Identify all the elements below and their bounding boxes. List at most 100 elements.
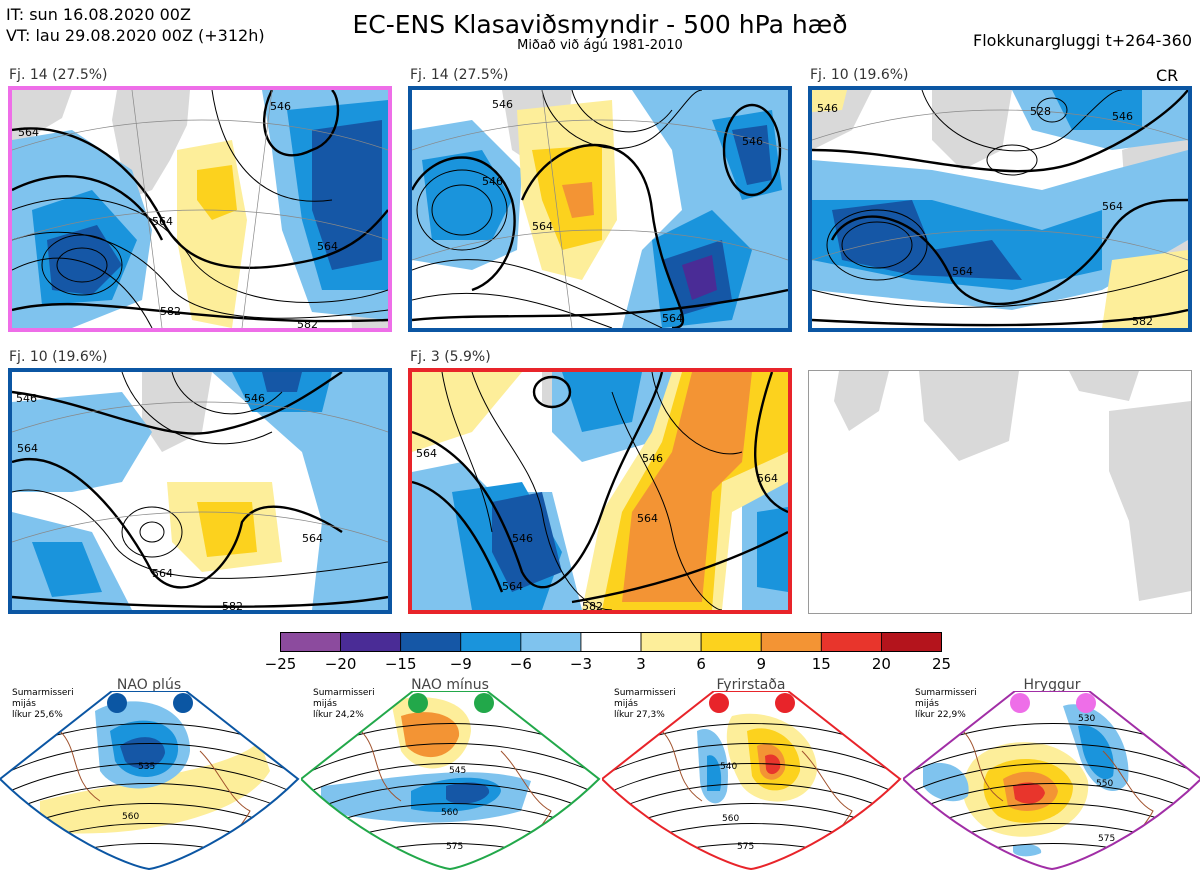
regime-meta-line: Sumarmisseri — [614, 688, 676, 698]
panel-3-tag: CR — [1156, 66, 1179, 85]
regime-frame — [903, 691, 1200, 871]
height-contour — [602, 763, 900, 802]
contour-label: 582 — [222, 600, 243, 610]
regime-meta-line: Sumarmisseri — [12, 688, 74, 698]
regime-meta-line: líkur 22,9% — [915, 710, 966, 720]
colorbar-tick-label: 9 — [756, 655, 766, 673]
contour-label: 564 — [152, 567, 173, 580]
contour-label: 564 — [1102, 200, 1123, 213]
contour-label: 564 — [152, 215, 173, 228]
valid-time: VT: lau 29.08.2020 00Z (+312h) — [6, 26, 265, 45]
regime-marker-dot — [775, 693, 795, 713]
regime-meta: Sumarmisseri mijás líkur 25,6% — [12, 688, 74, 721]
height-contour — [301, 743, 599, 782]
colorbar-tick-label: −20 — [324, 655, 357, 673]
colorbar-tick-label: −9 — [449, 655, 472, 673]
contour-label: 560 — [722, 814, 739, 824]
contour-label: 560 — [122, 812, 139, 822]
contour-label: 582 — [582, 600, 603, 610]
empty-map — [808, 370, 1192, 614]
contour-label: 550 — [1096, 779, 1113, 789]
regime-title: Fyrirstaða — [716, 677, 786, 693]
anomaly-area — [40, 741, 270, 834]
page-title: EC-ENS Klasaviðsmyndir - 500 hPa hæð — [352, 10, 848, 39]
contour-label: 546 — [642, 452, 663, 465]
pos-anomaly — [197, 165, 237, 220]
regime-meta-line: líkur 27,3% — [614, 710, 665, 720]
regime-frame — [0, 691, 300, 871]
anomaly-area — [1013, 843, 1042, 857]
panel-4-label: Fj. 10 (19.6%) — [9, 349, 108, 365]
classification-window: Flokkunargluggi t+264-360 — [973, 31, 1192, 50]
colorbar-cell — [881, 632, 942, 652]
contour-label: 528 — [1030, 105, 1051, 118]
contour-label: 582 — [160, 305, 181, 318]
page-subtitle: Miðað við ágú 1981-2010 — [517, 38, 683, 53]
height-contour — [602, 803, 900, 842]
contour-label: 564 — [18, 126, 39, 139]
contour-label: 564 — [952, 265, 973, 278]
contour-label: 560 — [441, 808, 458, 818]
regime-marker-dot — [408, 693, 428, 713]
anomaly-area — [923, 762, 969, 802]
height-contour — [301, 763, 599, 802]
cluster-map-4: 546 564 546 564 564 582 — [8, 368, 392, 614]
regime-meta-line: mijás — [12, 699, 36, 709]
colorbar-cell — [460, 632, 522, 652]
colorbar-cell — [520, 632, 582, 652]
colorbar-cell — [280, 632, 341, 652]
contour-label: 582 — [297, 318, 318, 328]
regime-marker-dot — [1010, 693, 1030, 713]
regime-map: 545 560 575 — [301, 691, 601, 871]
regime-frame — [301, 691, 601, 871]
regime-marker-dot — [173, 693, 193, 713]
regime-meta: Sumarmisseri mijás líkur 27,3% — [614, 688, 676, 721]
colorbar-tick-label: 15 — [811, 655, 831, 673]
contour-label: 564 — [502, 580, 523, 593]
height-contour — [0, 843, 298, 869]
anomaly-area — [120, 737, 165, 769]
panel-5-label: Fj. 3 (5.9%) — [410, 349, 491, 365]
contour-label: 535 — [138, 762, 155, 772]
panel-2-label: Fj. 14 (27.5%) — [410, 67, 509, 83]
height-contour — [903, 843, 1200, 869]
regime-title: NAO plús — [116, 677, 182, 693]
contour-label: 546 — [492, 98, 513, 111]
contour-label: 564 — [662, 312, 683, 325]
contour-label: 564 — [757, 472, 778, 485]
regime-frame — [602, 691, 902, 871]
anomaly-area — [1078, 725, 1114, 780]
contour-label: 546 — [742, 135, 763, 148]
contour-label: 546 — [270, 100, 291, 113]
contour-label: 564 — [17, 442, 38, 455]
land — [12, 90, 72, 150]
regime-marker-dot — [1076, 693, 1096, 713]
regime-meta-line: líkur 25,6% — [12, 710, 63, 720]
panel-1-label: Fj. 14 (27.5%) — [9, 67, 108, 83]
colorbar-cell — [400, 632, 462, 652]
regime-meta-line: mijás — [915, 699, 939, 709]
contour-label: 575 — [446, 842, 463, 852]
colorbar-tick-label: −25 — [264, 655, 297, 673]
contour-label: 582 — [1132, 315, 1153, 328]
height-contour — [903, 743, 1200, 782]
regime-meta-line: líkur 24,2% — [313, 710, 364, 720]
contour-label: 564 — [302, 532, 323, 545]
cluster-map-1: 564 564 564 546 582 582 — [8, 86, 392, 332]
height-contour — [0, 743, 298, 782]
colorbar-cell — [760, 632, 822, 652]
contour-label: 575 — [737, 842, 754, 852]
height-contour — [0, 763, 298, 802]
contour-label: 546 — [817, 102, 838, 115]
regime-marker-dot — [474, 693, 494, 713]
regime-meta: Sumarmisseri mijás líkur 24,2% — [313, 688, 375, 721]
issue-time: IT: sun 16.08.2020 00Z — [6, 5, 191, 24]
regime-meta-line: mijás — [614, 699, 638, 709]
cluster-map-3: 546 528 546 564 564 582 — [808, 86, 1192, 332]
colorbar-cell — [820, 632, 882, 652]
colorbar-tick-label: −6 — [509, 655, 532, 673]
contour-label: 564 — [637, 512, 658, 525]
anomaly-colorbar — [280, 632, 942, 652]
contour-label: 564 — [532, 220, 553, 233]
height-contour — [903, 763, 1200, 802]
